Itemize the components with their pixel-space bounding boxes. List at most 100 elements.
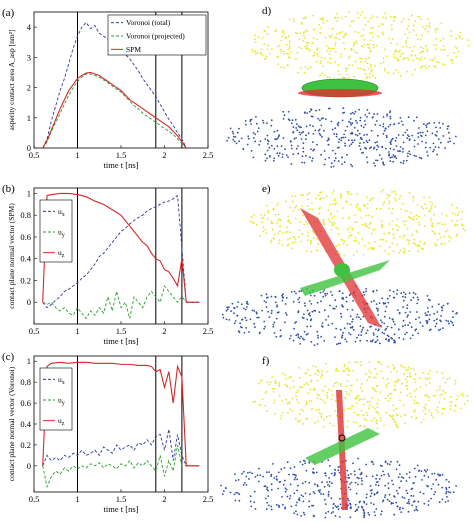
atom-dot (348, 332, 350, 334)
contact-plane-red (298, 89, 382, 97)
atom-dot (355, 492, 358, 495)
atom-dot (388, 200, 390, 203)
atom-dot (301, 463, 304, 466)
atom-dot (335, 506, 338, 509)
atom-dot (414, 409, 416, 411)
atom-dot (351, 320, 353, 323)
atom-dot (297, 498, 300, 501)
atom-dot (343, 327, 346, 330)
atom-dot (349, 503, 352, 506)
atom-dot (262, 230, 264, 233)
atom-dot (366, 493, 368, 496)
atom-dot (285, 43, 288, 46)
atom-dot (312, 237, 315, 240)
atom-dot (390, 460, 392, 463)
atom-dot (307, 332, 309, 335)
series-line-1 (42, 73, 187, 148)
atom-dot (416, 464, 419, 467)
atom-dot (312, 133, 315, 135)
atom-dot (391, 220, 394, 222)
atom-dot (308, 461, 311, 464)
atom-dot (457, 50, 460, 53)
atom-dot (337, 233, 340, 236)
atom-dot (393, 389, 396, 392)
atom-dot (415, 388, 418, 390)
atom-dot (281, 35, 284, 37)
legend-entry: ux (58, 375, 65, 386)
atom-dot (455, 235, 458, 237)
atom-dot (383, 424, 385, 427)
atom-dot (447, 235, 450, 238)
legend-box (39, 367, 73, 431)
atom-dot (253, 137, 255, 139)
atom-dot (320, 300, 322, 303)
atom-dot (273, 332, 276, 334)
atom-dot (297, 334, 300, 336)
atom-dot (411, 73, 414, 76)
atom-dot (349, 203, 352, 206)
atom-dot (372, 43, 375, 46)
atom-dot (346, 393, 348, 396)
atom-dot (318, 208, 320, 210)
atom-dot (347, 139, 350, 142)
x-tick-label: 1.5 (116, 150, 127, 160)
atom-dot (309, 208, 312, 211)
atom-dot (344, 48, 346, 50)
x-tick-label: 0.5 (29, 494, 40, 504)
atom-dot (391, 156, 393, 159)
atom-dot (386, 325, 389, 328)
atom-dot (396, 460, 399, 463)
atom-dot (323, 289, 326, 291)
atom-dot (425, 393, 428, 396)
atom-dot (419, 377, 421, 380)
atom-dot (305, 29, 307, 32)
atom-dot (259, 380, 262, 383)
atom-dot (419, 52, 422, 54)
atom-dot (297, 71, 299, 74)
atom-dot (361, 223, 364, 226)
atom-dot (413, 154, 416, 157)
atom-dot (375, 390, 377, 393)
atom-dot (304, 480, 307, 483)
atom-dot (330, 398, 333, 401)
atom-dot (277, 504, 280, 507)
atom-dot (445, 319, 448, 322)
atom-dot (292, 300, 295, 303)
atom-dot (321, 374, 323, 377)
atom-dot (414, 20, 417, 22)
atom-dot (293, 241, 296, 244)
atom-dot (421, 50, 423, 53)
atom-dot (432, 225, 434, 228)
legend-box (39, 199, 73, 263)
atom-dot (347, 236, 350, 239)
atom-dot (329, 203, 332, 206)
atom-dot (390, 502, 393, 505)
atom-dot (299, 419, 302, 422)
atom-dot (341, 119, 344, 122)
atom-dot (277, 202, 280, 205)
atom-dot (300, 335, 302, 338)
atom-dot (438, 121, 441, 124)
atom-dot (419, 386, 422, 388)
atom-dot (467, 44, 470, 47)
atom-dot (278, 481, 281, 483)
atom-dot (434, 133, 437, 136)
atom-dot (354, 214, 356, 216)
contact-plane-green (300, 260, 390, 296)
atom-dot (281, 156, 284, 159)
atom-dot (425, 124, 427, 127)
atom-dot (302, 34, 305, 37)
atom-dot (305, 333, 308, 336)
atom-dot (270, 239, 273, 242)
atom-dot (440, 242, 442, 245)
atom-dot (386, 378, 389, 380)
atom-dot (391, 415, 393, 418)
atom-dot (399, 161, 402, 164)
atom-dot (259, 474, 262, 476)
atom-dot (383, 332, 386, 335)
legend-entry: uz (58, 248, 65, 259)
atom-dot (422, 248, 424, 250)
atom-dot (365, 140, 368, 142)
atom-dot (326, 292, 329, 295)
y-axis-label: contact plane normal vector (SPM) (7, 203, 16, 309)
